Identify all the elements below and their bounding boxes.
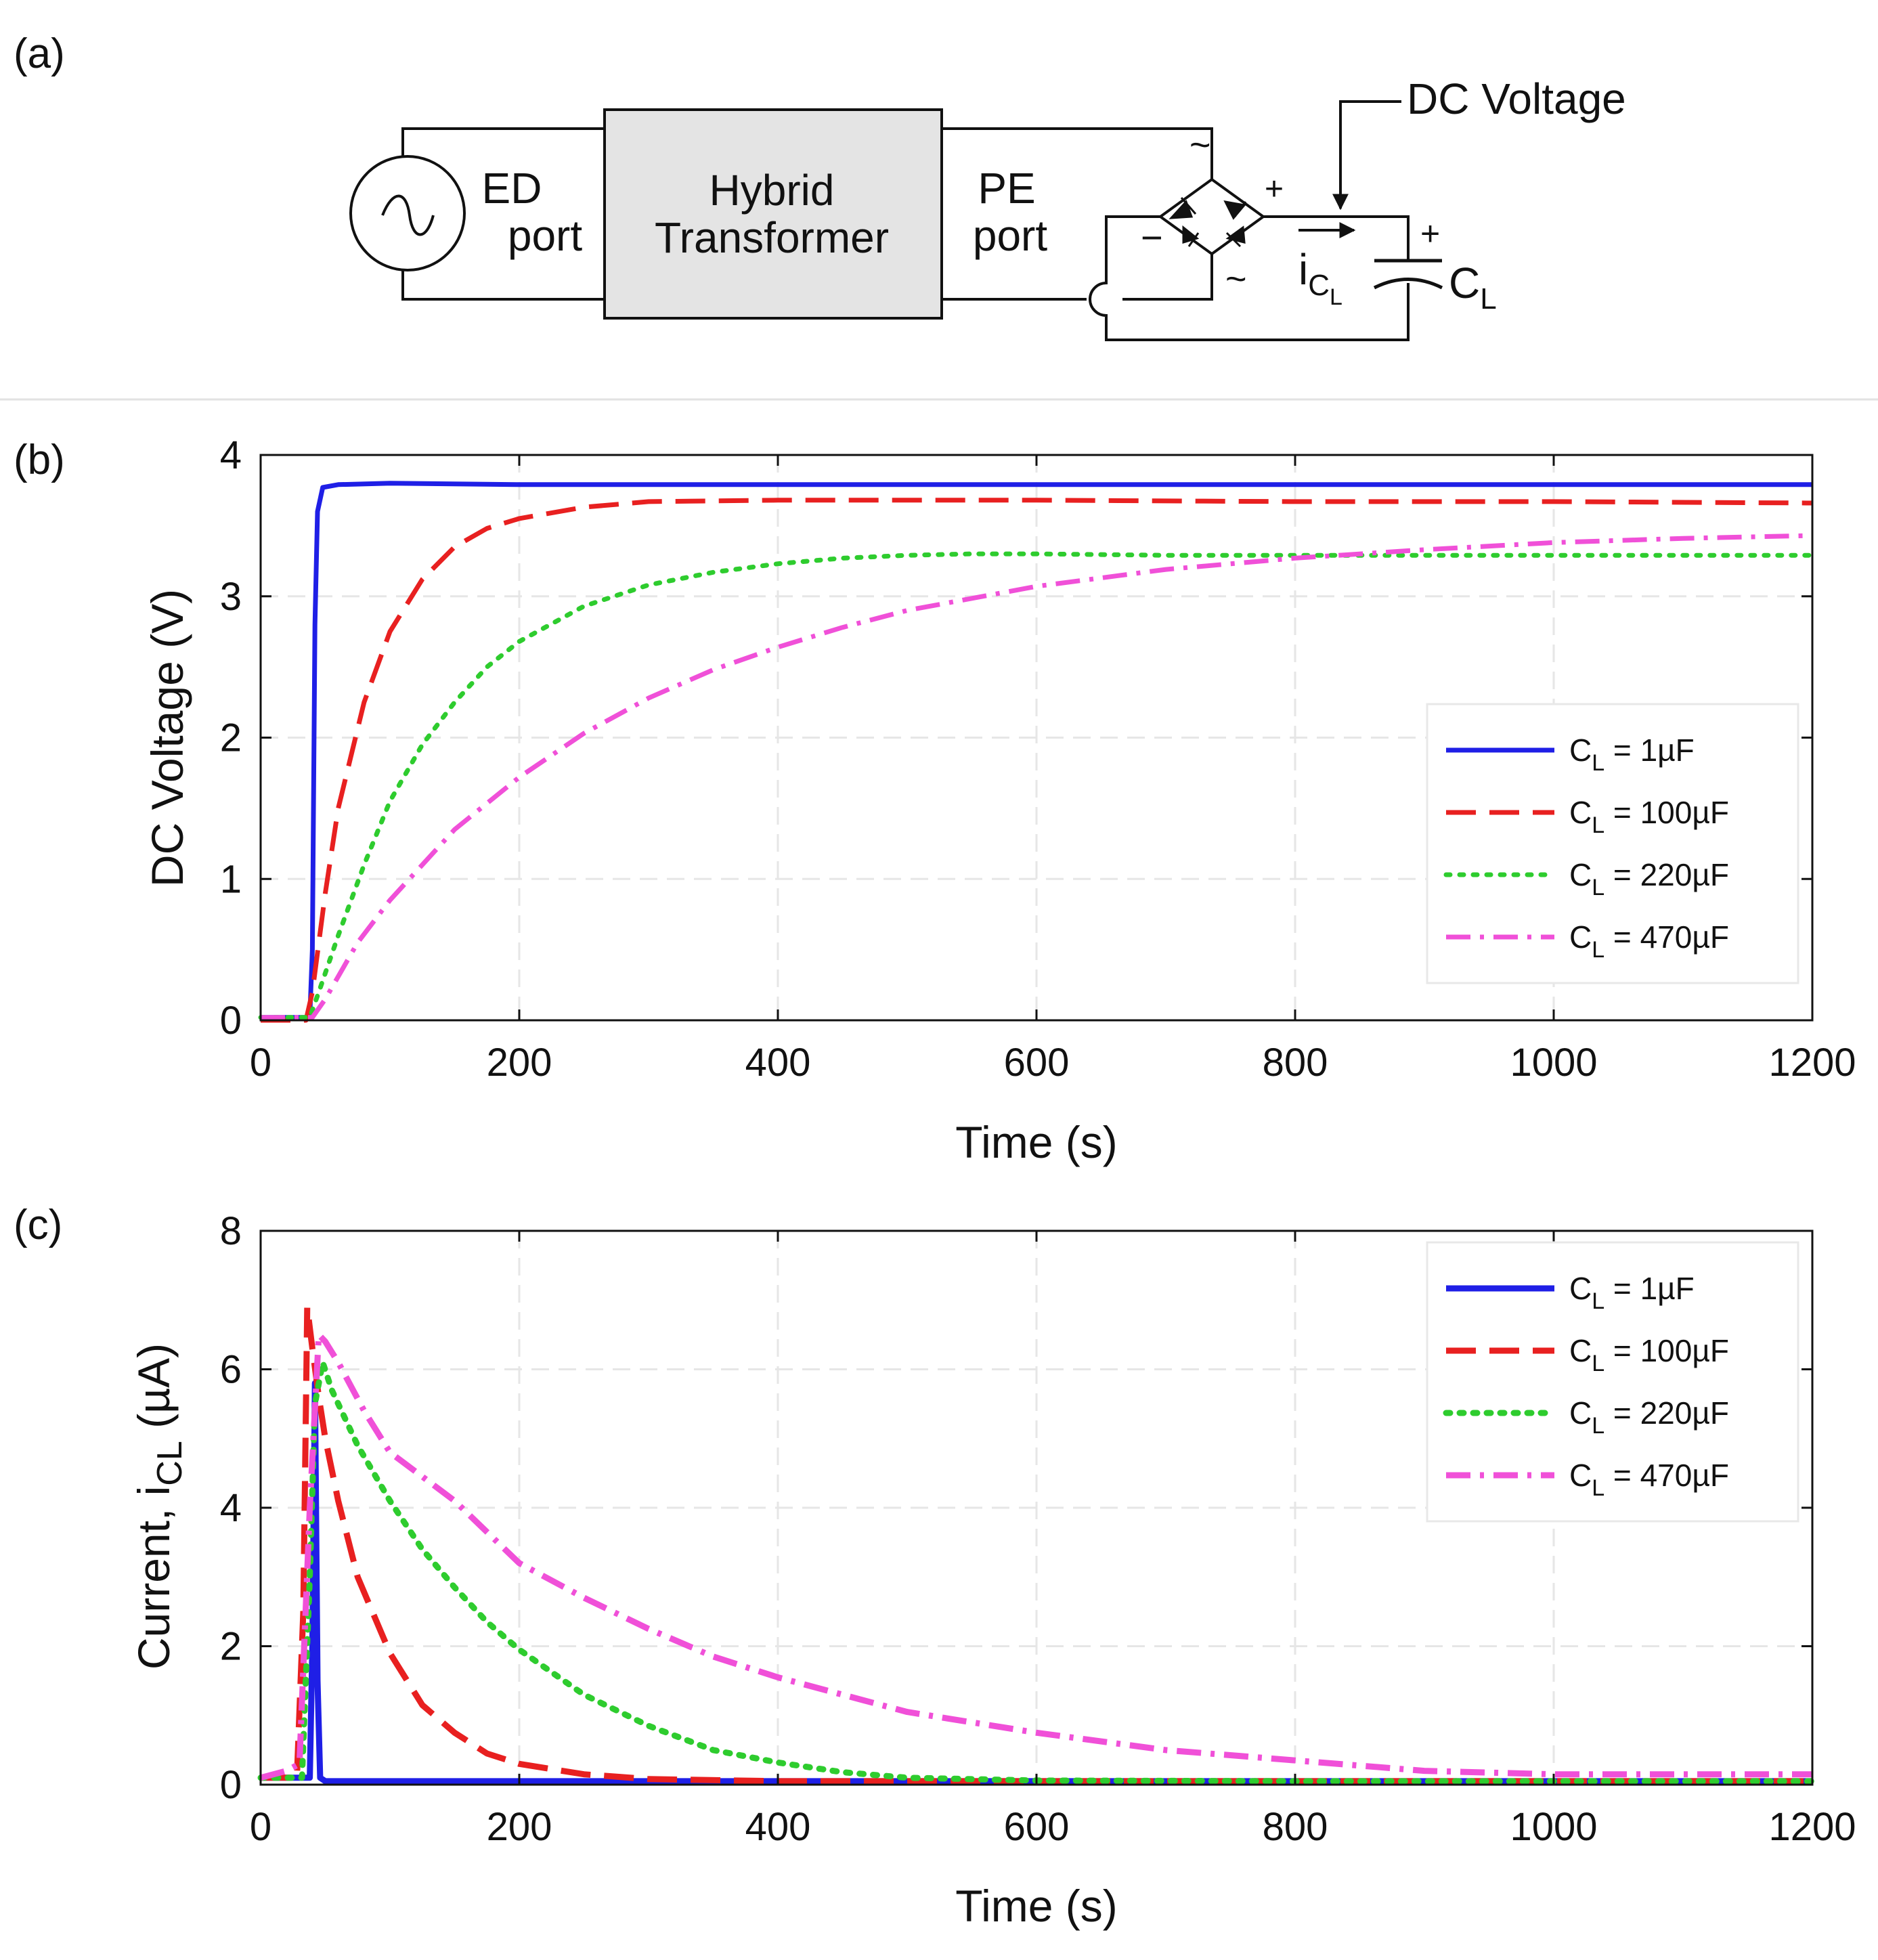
chart-b-y-tick-label: 1 — [220, 857, 242, 901]
chart-c-x-tick-label: 1000 — [1510, 1805, 1597, 1849]
chart-c-y-tick-label: 2 — [220, 1625, 242, 1669]
chart-c-x-tick-label: 0 — [250, 1805, 271, 1849]
capacitor-plate-bottom — [1373, 278, 1443, 290]
chart-c-y-axis-label: Current, iCL (µA) — [129, 1343, 190, 1670]
chart-b-y-tick-label: 3 — [220, 575, 242, 619]
ed-port-label-2: port — [508, 211, 583, 260]
chart-b-y-tick-label: 2 — [220, 716, 242, 760]
chart-c-series-line-2 — [261, 1304, 1812, 1785]
transformer-label-1: Hybrid — [709, 166, 835, 215]
panel-label-a: (a) — [14, 30, 65, 77]
pe-port-label-2: port — [973, 211, 1048, 260]
wire-source-bottom — [401, 270, 605, 301]
chart-b-y-tick-label: 0 — [220, 999, 242, 1043]
chart-b-x-tick-label: 600 — [1004, 1041, 1070, 1085]
chart-c-x-tick-label: 1200 — [1768, 1805, 1856, 1849]
chart-c-series-line-3 — [257, 1359, 1816, 1785]
ac-source-icon — [349, 155, 466, 271]
diode-icon-4 — [1225, 225, 1246, 248]
chart-b-x-tick-label: 1200 — [1768, 1041, 1856, 1085]
rectifier-ac-bottom: ~ — [1225, 259, 1247, 299]
rectifier-ac-top: ~ — [1189, 125, 1211, 165]
chart-c-series-line-4 — [259, 1331, 1812, 1781]
wire-rectifier-left — [1089, 215, 1410, 341]
chart-b-x-tick-label: 400 — [745, 1041, 811, 1085]
wire-source-top — [401, 127, 605, 156]
chart-c-legend-label-2: CL = 100µF — [1569, 1333, 1729, 1376]
diode-icon-1 — [1169, 197, 1197, 219]
diode-icon-3 — [1182, 225, 1200, 247]
dc-voltage-probe-line — [1332, 100, 1401, 211]
chart-c-x-axis-label: Time (s) — [955, 1881, 1118, 1931]
chart-b-legend-label-3: CL = 220µF — [1569, 857, 1729, 900]
chart-c-y-tick-label: 0 — [220, 1763, 242, 1807]
chart-c-y-tick-label: 4 — [220, 1486, 242, 1530]
chart-b-x-tick-label: 800 — [1263, 1041, 1328, 1085]
chart-c-x-tick-label: 200 — [487, 1805, 552, 1849]
pe-port-label-1: PE — [978, 164, 1035, 213]
chart-c-x-tick-label: 400 — [745, 1805, 811, 1849]
chart-c-legend-label-1: CL = 1µF — [1569, 1271, 1695, 1314]
chart-c-series — [257, 1304, 1816, 1785]
chart-c-ticks: 0 200 400 600 800 1000 1200 0 2 4 6 8 — [220, 1209, 1856, 1849]
chart-b-x-tick-label: 0 — [250, 1041, 271, 1085]
rectifier-minus: − — [1141, 216, 1163, 259]
dc-voltage-label: DC Voltage — [1407, 74, 1626, 123]
chart-c-series-line-1 — [261, 1380, 1812, 1785]
chart-b-series-line-4 — [261, 533, 1813, 1020]
diode-icon-2 — [1223, 200, 1247, 220]
chart-c-legend-label-3: CL = 220µF — [1569, 1395, 1729, 1439]
chart-c-y-tick-label: 8 — [220, 1209, 242, 1253]
chart-c-grid — [261, 1231, 1812, 1785]
chart-b-grid — [261, 455, 1812, 1020]
wire-pe-top — [942, 127, 1213, 179]
rectifier-plus: + — [1265, 171, 1284, 207]
chart-b-x-tick-label: 200 — [487, 1041, 552, 1085]
chart-b-series-line-1 — [261, 481, 1812, 1020]
chart-b-legend-label-1: CL = 1µF — [1569, 733, 1695, 776]
chart-b-series — [258, 481, 1815, 1023]
chart-c-legend: CL = 1µF CL = 100µF CL = 220µF CL = 470µF — [1426, 1241, 1799, 1523]
chart-b-ticks: 0 200 400 600 800 1000 1200 0 1 2 3 4 — [220, 433, 1856, 1085]
chart-b-x-axis-label: Time (s) — [955, 1117, 1118, 1167]
ac-sine-icon — [381, 194, 435, 236]
chart-b-y-tick-label: 4 — [220, 433, 242, 477]
circuit-diagram: (a) ED port Hybrid Transformer PE port ~… — [0, 30, 1878, 401]
transformer-label-2: Transformer — [655, 213, 889, 262]
panel-label-c: (c) — [14, 1202, 62, 1248]
chart-c-x-tick-label: 600 — [1004, 1805, 1070, 1849]
panel-label-b: (b) — [14, 437, 65, 483]
capacitor-label: CL — [1449, 259, 1497, 315]
chart-b-series-line-3 — [258, 551, 1815, 1020]
chart-c-x-tick-label: 800 — [1263, 1805, 1328, 1849]
chart-b-y-axis-label: DC Voltage (V) — [142, 589, 192, 887]
hybrid-transformer-box — [603, 108, 943, 320]
chart-c-legend-label-4: CL = 470µF — [1569, 1458, 1729, 1501]
ed-port-label-1: ED — [482, 164, 542, 213]
current-label: iCL — [1298, 245, 1342, 310]
chart-b-legend: CL = 1µF CL = 100µF CL = 220µF CL = 470µF — [1426, 703, 1799, 984]
wire-rectifier-bottom — [1122, 254, 1213, 301]
wire-rectifier-right — [1263, 215, 1410, 261]
chart-b-legend-label-2: CL = 100µF — [1569, 795, 1729, 838]
chart-b-legend-label-4: CL = 470µF — [1569, 919, 1729, 963]
chart-b-x-tick-label: 1000 — [1510, 1041, 1597, 1085]
capacitor-plus: + — [1420, 215, 1440, 253]
chart-b-series-line-2 — [261, 498, 1813, 1023]
chart-c-y-tick-label: 6 — [220, 1348, 242, 1392]
